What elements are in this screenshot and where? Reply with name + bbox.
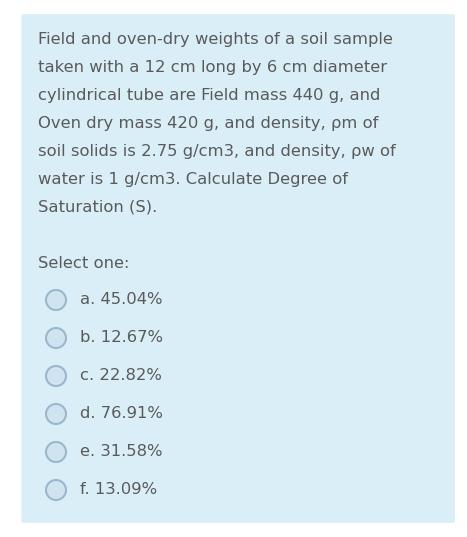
Text: f. 13.09%: f. 13.09% xyxy=(80,482,157,497)
Circle shape xyxy=(46,290,66,310)
Circle shape xyxy=(46,480,66,500)
Circle shape xyxy=(46,404,66,424)
Text: Saturation (S).: Saturation (S). xyxy=(38,200,157,215)
Circle shape xyxy=(46,366,66,386)
Text: a. 45.04%: a. 45.04% xyxy=(80,292,163,307)
Text: cylindrical tube are Field mass 440 g, and: cylindrical tube are Field mass 440 g, a… xyxy=(38,88,381,103)
Text: Field and oven-dry weights of a soil sample: Field and oven-dry weights of a soil sam… xyxy=(38,32,393,47)
FancyBboxPatch shape xyxy=(21,14,455,523)
Text: e. 31.58%: e. 31.58% xyxy=(80,444,163,459)
Text: water is 1 g/cm3. Calculate Degree of: water is 1 g/cm3. Calculate Degree of xyxy=(38,172,348,187)
Text: taken with a 12 cm long by 6 cm diameter: taken with a 12 cm long by 6 cm diameter xyxy=(38,60,387,75)
Text: b. 12.67%: b. 12.67% xyxy=(80,330,163,345)
Text: soil solids is 2.75 g/cm3, and density, ρw of: soil solids is 2.75 g/cm3, and density, … xyxy=(38,144,396,159)
Text: Oven dry mass 420 g, and density, ρm of: Oven dry mass 420 g, and density, ρm of xyxy=(38,116,378,131)
Circle shape xyxy=(46,442,66,462)
Text: d. 76.91%: d. 76.91% xyxy=(80,405,163,420)
Circle shape xyxy=(46,328,66,348)
Text: c. 22.82%: c. 22.82% xyxy=(80,367,162,382)
Text: Select one:: Select one: xyxy=(38,256,129,271)
